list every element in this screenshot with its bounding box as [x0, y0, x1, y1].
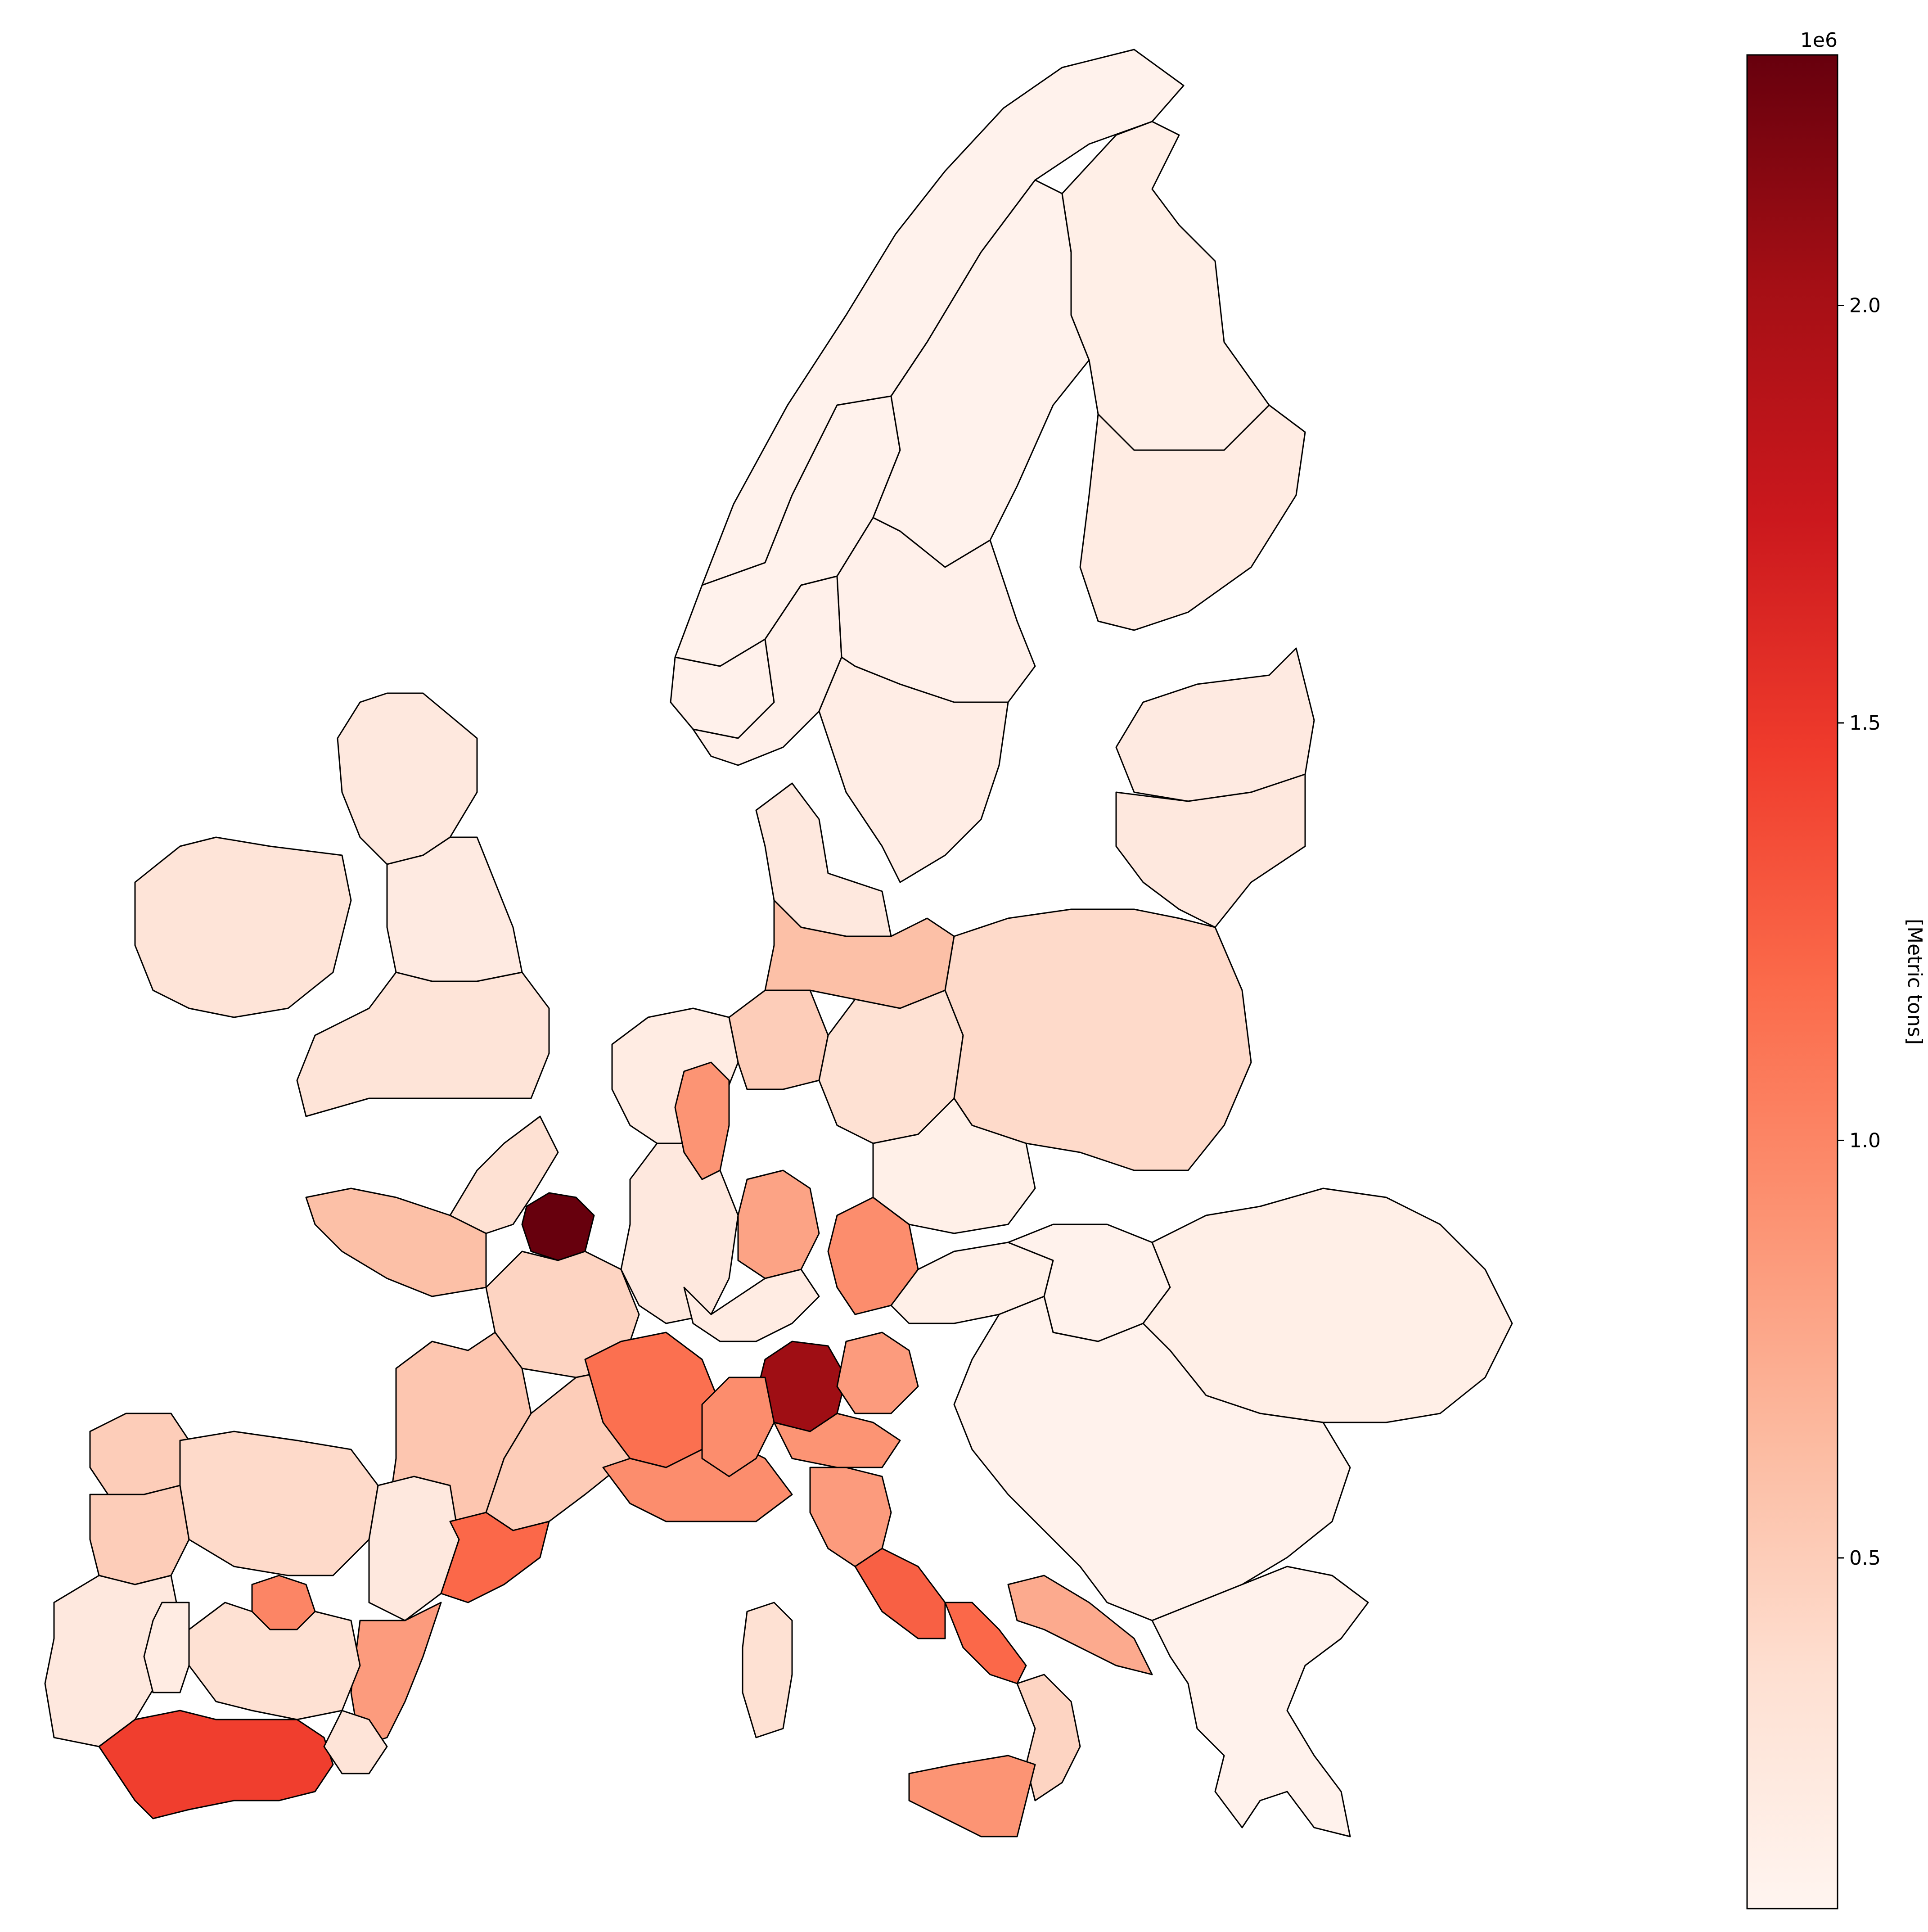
- region-southern-england: [296, 971, 550, 1117]
- region-emilia-romagna: [773, 1413, 901, 1468]
- colorbar-gradient: [1746, 54, 1838, 1909]
- colorbar-tick-label: 1.5: [1849, 712, 1881, 735]
- region-balkans: [953, 1296, 1351, 1621]
- colorbar-tick-label: 2.0: [1849, 294, 1881, 317]
- region-aragon: [368, 1476, 460, 1621]
- region-poland: [944, 908, 1252, 1171]
- region-andalucia: [98, 1710, 334, 1819]
- region-ile-de-france: [521, 1192, 595, 1261]
- region-ireland: [134, 836, 352, 1018]
- region-nordrhein-westfalen: [728, 989, 829, 1090]
- colorbar-offset-text: 1e6: [1800, 29, 1838, 52]
- region-greece: [1151, 1566, 1369, 1837]
- region-castilla-la-mancha: [188, 1602, 361, 1720]
- region-extremadura: [143, 1602, 190, 1693]
- region-comunidad-valenciana: [350, 1602, 442, 1747]
- region-lazio: [854, 1548, 946, 1639]
- region-castilla-y-leon: [179, 1431, 379, 1576]
- region-galicia: [89, 1413, 190, 1495]
- region-scotland: [337, 692, 478, 865]
- region-northern-portugal: [89, 1485, 190, 1585]
- region-southern-finland: [1079, 404, 1306, 631]
- region-puglia: [1007, 1575, 1153, 1675]
- region-northern-england: [386, 836, 523, 982]
- region-northern-finland: [1061, 121, 1270, 451]
- colorbar-label: [Metric tons]: [1903, 919, 1926, 1045]
- region-sicilia: [908, 1755, 1036, 1837]
- region-hessen: [674, 1061, 730, 1180]
- region-southern-sweden: [818, 656, 1009, 883]
- region-czechia: [872, 1097, 1036, 1234]
- colorbar-ticks: 0.5 1.0 1.5 2.0: [1838, 294, 1881, 1570]
- region-cataluna: [440, 1512, 550, 1603]
- region-campania: [944, 1602, 1027, 1684]
- colorbar-tick-label: 0.5: [1849, 1547, 1881, 1570]
- region-baltic-north: [1115, 647, 1315, 802]
- region-normandy: [449, 1115, 559, 1234]
- region-piemonte: [701, 1377, 775, 1477]
- region-murcia: [323, 1710, 388, 1774]
- region-baden-wurttemberg: [737, 1169, 820, 1279]
- region-switzerland: [683, 1268, 820, 1342]
- map-svg: [44, 49, 1513, 1837]
- europe-map: [44, 49, 1513, 1837]
- region-veneto: [836, 1332, 919, 1414]
- region-southern-portugal: [44, 1575, 181, 1747]
- region-baltic-south: [1115, 773, 1306, 928]
- colorbar-tick-label: 1.0: [1849, 1129, 1881, 1152]
- region-sardegna: [742, 1602, 793, 1738]
